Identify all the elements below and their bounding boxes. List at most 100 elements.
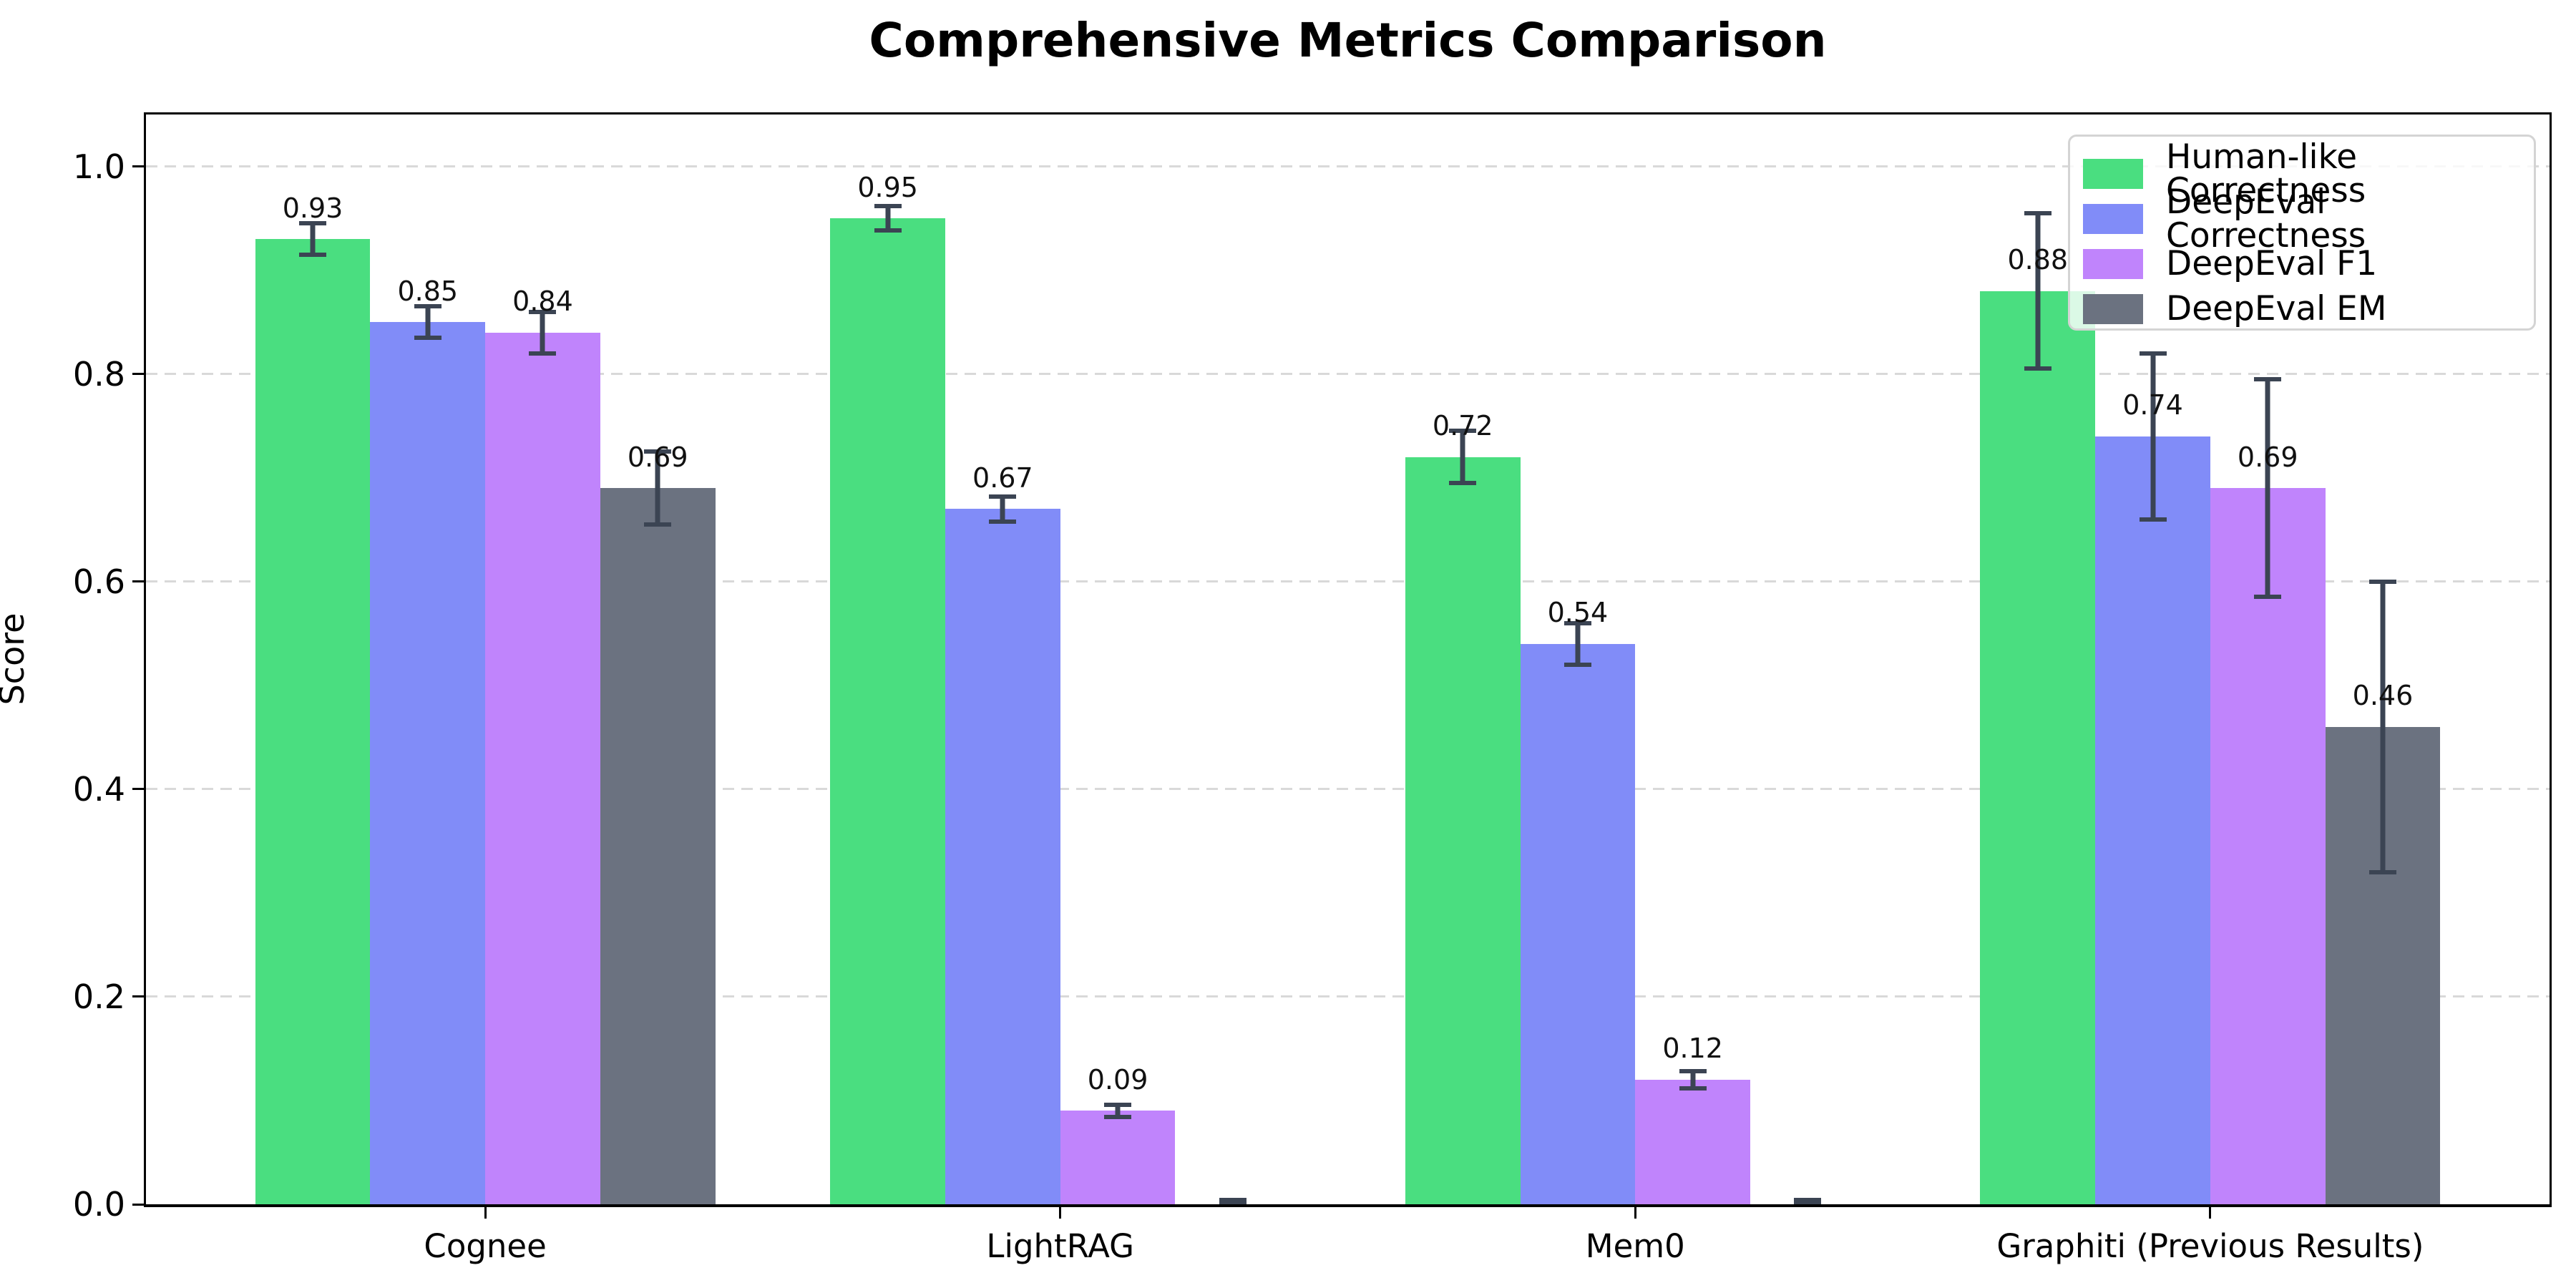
y-tick-label: 0.0 <box>72 1185 125 1224</box>
bar-deepeval-f1-1 <box>1060 1111 1176 1204</box>
bar-value-label: 0.46 <box>2352 680 2414 712</box>
legend-swatch-deepeval-f1 <box>2083 248 2143 279</box>
bar-value-label: 0.69 <box>627 441 688 473</box>
error-bar-line <box>1460 431 1465 483</box>
error-bar-cap-top <box>2139 351 2167 356</box>
legend-label: DeepEval EM <box>2166 289 2387 328</box>
error-bar-cap-top <box>644 449 672 454</box>
bar-deepeval-f1-3 <box>2210 488 2326 1204</box>
grid-layer <box>146 114 2550 1204</box>
bar-value-label: 0.93 <box>282 192 343 224</box>
bar-value-label: 0.69 <box>2237 441 2298 473</box>
error-bar-cap-top <box>1449 429 1477 434</box>
error-bar-line <box>2035 213 2041 369</box>
legend: Human-like Correctness DeepEval Correctn… <box>2068 135 2536 331</box>
bar-value-label: 0.54 <box>1547 597 1609 629</box>
y-axis-label: Score <box>0 613 31 706</box>
gridline-0.6 <box>146 580 2550 583</box>
x-tick-label: Graphiti (Previous Results) <box>1996 1227 2424 1265</box>
y-tick-mark <box>132 1203 144 1206</box>
y-tick-label: 0.6 <box>72 562 125 601</box>
legend-item: DeepEval EM <box>2083 286 2534 331</box>
bar-deepeval-f1-0 <box>485 332 600 1204</box>
error-bar-cap-top <box>989 494 1017 499</box>
bar-value-label: 0.88 <box>2007 244 2069 276</box>
error-bar-line <box>1690 1071 1696 1088</box>
y-tick-label: 0.2 <box>72 977 125 1016</box>
gridline-0.8 <box>146 373 2550 376</box>
error-bar-line <box>540 311 545 353</box>
bar-human-like-correctness-3 <box>1980 291 2096 1204</box>
bar-human-like-correctness-1 <box>830 218 945 1204</box>
bar-deepeval-correctness-2 <box>1520 643 1636 1204</box>
y-tick-label: 0.8 <box>72 354 125 394</box>
y-tick-label: 0.4 <box>72 769 125 809</box>
bar-layer <box>146 114 2550 1204</box>
x-tick-label: Mem0 <box>1585 1227 1685 1265</box>
error-bar-line <box>1115 1104 1121 1118</box>
x-tick-mark <box>484 1207 487 1219</box>
gridline-0.4 <box>146 788 2550 791</box>
bar-value-label: 0.67 <box>972 462 1033 494</box>
error-bar-line <box>1000 496 1005 522</box>
bar-deepeval-f1-2 <box>1635 1079 1750 1204</box>
x-tick-mark <box>1634 1207 1636 1219</box>
error-bar-cap-top <box>299 221 327 226</box>
y-tick-mark <box>132 995 144 998</box>
x-tick-label: Cognee <box>424 1227 547 1265</box>
error-bar-cap-top <box>414 304 441 309</box>
bar-value-label: 0.12 <box>1662 1033 1723 1065</box>
error-bar-line <box>2150 353 2156 519</box>
error-bar-cap-bottom <box>1449 480 1477 485</box>
error-bar-line <box>310 223 316 255</box>
error-bar-line <box>885 205 891 231</box>
y-tick-mark <box>132 580 144 583</box>
y-tick-mark <box>132 165 144 168</box>
bar-human-like-correctness-2 <box>1405 457 1521 1204</box>
y-tick-label: 1.0 <box>72 147 125 186</box>
legend-swatch-deepeval-em <box>2083 293 2143 324</box>
bar-value-label: 0.85 <box>397 275 459 307</box>
gridline-1.0 <box>146 165 2550 168</box>
gridline-0.2 <box>146 995 2550 998</box>
error-bar-cap-top <box>874 203 902 208</box>
error-bar-line <box>1575 623 1581 665</box>
error-bar-cap-bottom <box>1679 1085 1707 1091</box>
legend-item: DeepEval F1 <box>2083 241 2534 286</box>
error-bar-cap-bottom <box>644 522 672 527</box>
error-bar-cap-bottom <box>2139 517 2167 522</box>
error-bar-cap-top <box>1679 1069 1707 1074</box>
error-bar-cap-top <box>2368 579 2396 584</box>
error-bar-cap-bottom <box>1563 662 1591 667</box>
bar-deepeval-correctness-1 <box>945 509 1060 1204</box>
error-bar-cap-bottom <box>874 228 902 233</box>
bar-deepeval-em-0 <box>600 488 716 1204</box>
x-tick-mark <box>2209 1207 2212 1219</box>
error-bar-cap-top <box>1563 620 1591 625</box>
error-bar-cap-bottom <box>1794 1200 1822 1204</box>
error-bar-cap-top <box>2024 210 2051 215</box>
bar-deepeval-correctness-3 <box>2095 436 2210 1204</box>
legend-label: DeepEval F1 <box>2166 244 2378 283</box>
error-bar-cap-top <box>1104 1102 1132 1107</box>
error-bar-cap-bottom <box>2368 869 2396 874</box>
error-bar-cap-bottom <box>299 252 327 257</box>
error-bar-cap-bottom <box>529 351 557 356</box>
error-bar-cap-bottom <box>1104 1115 1132 1120</box>
bar-value-label: 0.74 <box>2122 389 2183 421</box>
bar-value-label: 0.95 <box>857 171 918 203</box>
error-bar-line <box>655 452 660 525</box>
bar-label-layer: 0.93 0.95 0.72 0.88 0.85 0.67 0.54 0.74 0.84 0.09… <box>146 114 2550 1204</box>
y-tick-mark <box>132 788 144 791</box>
bar-value-label: 0.84 <box>512 286 573 318</box>
legend-swatch-deepeval-correctness <box>2083 203 2143 234</box>
error-bar-line <box>2265 379 2270 597</box>
legend-item: Human-like Correctness <box>2083 140 2534 208</box>
error-bar-cap-bottom <box>1219 1200 1246 1204</box>
error-bar-cap-bottom <box>2254 595 2282 600</box>
legend-label: Human-like Correctness <box>2166 137 2366 210</box>
error-bar-cap-bottom <box>989 519 1017 524</box>
bar-human-like-correctness-0 <box>255 239 371 1204</box>
x-tick-label: LightRAG <box>986 1227 1135 1265</box>
